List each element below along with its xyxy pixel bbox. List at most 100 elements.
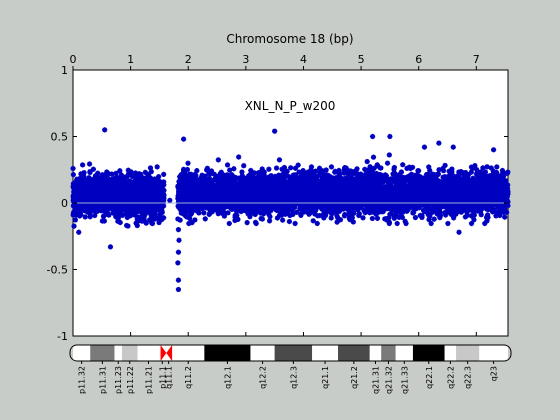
data-point: [186, 220, 192, 227]
data-point: [394, 220, 400, 227]
data-point: [476, 203, 482, 209]
data-point: [94, 203, 100, 209]
data-point: [73, 185, 79, 191]
data-point: [366, 166, 373, 172]
data-point: [145, 192, 151, 198]
data-point: [72, 205, 78, 211]
data-point: [70, 165, 76, 172]
data-point: [499, 167, 506, 174]
data-point: [112, 188, 119, 195]
data-point: [142, 193, 148, 199]
data-point: [349, 212, 355, 218]
data-point: [129, 174, 136, 180]
data-point: [456, 195, 462, 201]
data-point: [71, 223, 77, 229]
data-point: [74, 178, 80, 184]
data-point: [90, 166, 96, 172]
data-point: [83, 202, 89, 208]
data-point: [133, 194, 139, 201]
data-point: [190, 177, 196, 184]
data-point: [70, 172, 76, 178]
data-point: [484, 164, 490, 170]
data-point: [272, 204, 278, 211]
data-point: [80, 185, 86, 191]
data-point: [484, 175, 491, 181]
data-point: [129, 194, 136, 200]
data-point: [287, 212, 293, 219]
data-point: [419, 182, 425, 189]
data-point: [156, 184, 162, 190]
data-point: [377, 173, 383, 179]
data-point: [90, 199, 97, 205]
data-point: [469, 165, 475, 171]
data-point: [134, 222, 140, 229]
data-point: [125, 201, 131, 208]
data-point: [116, 192, 122, 198]
data-point: [154, 190, 160, 196]
data-point: [154, 164, 160, 170]
data-point: [367, 209, 373, 216]
data-point: [328, 215, 334, 221]
data-point: [471, 217, 477, 223]
data-point: [493, 213, 499, 219]
data-point: [95, 174, 101, 180]
data-point: [255, 175, 261, 182]
data-point: [384, 160, 391, 166]
data-point: [134, 191, 141, 197]
data-point: [127, 204, 134, 210]
data-point: [192, 217, 198, 223]
data-point: [252, 219, 259, 225]
data-point: [209, 180, 215, 187]
data-point: [478, 212, 484, 218]
data-point: [74, 203, 80, 209]
data-point: [477, 209, 484, 215]
data-point: [93, 189, 99, 195]
data-point: [130, 186, 137, 193]
data-point: [335, 215, 341, 221]
data-point: [139, 203, 145, 209]
data-point: [134, 216, 140, 222]
data-point: [297, 174, 303, 180]
data-point: [280, 171, 286, 177]
data-point: [148, 169, 154, 175]
data-point: [111, 195, 117, 201]
data-point: [194, 177, 200, 183]
data-point: [225, 210, 231, 216]
data-point: [78, 203, 85, 209]
data-point: [86, 175, 92, 181]
data-point: [322, 193, 328, 199]
data-point: [72, 209, 78, 215]
data-point: [328, 164, 335, 170]
data-point: [376, 176, 382, 182]
data-point: [80, 189, 86, 195]
data-point: [144, 179, 150, 185]
data-point: [72, 197, 78, 203]
data-point: [148, 212, 154, 218]
data-point: [277, 172, 283, 179]
data-point: [211, 206, 217, 213]
data-point: [142, 169, 148, 175]
data-point: [442, 210, 448, 216]
data-point: [156, 219, 162, 226]
data-point: [155, 180, 161, 187]
data-point: [101, 191, 107, 197]
data-point: [71, 182, 77, 189]
data-point: [217, 171, 223, 177]
data-point: [323, 167, 329, 173]
data-point: [88, 189, 94, 195]
data-point: [124, 214, 130, 221]
data-point: [73, 212, 79, 218]
data-point: [72, 217, 78, 223]
data-point: [436, 167, 442, 173]
data-point: [363, 203, 370, 209]
data-point: [103, 185, 109, 191]
data-point: [326, 178, 332, 184]
data-point: [246, 178, 252, 185]
data-point: [403, 220, 409, 227]
data-point: [132, 183, 138, 189]
data-point: [141, 215, 147, 221]
data-point: [161, 192, 167, 198]
data-point: [159, 209, 165, 216]
data-point: [202, 216, 208, 222]
data-point: [225, 204, 231, 210]
